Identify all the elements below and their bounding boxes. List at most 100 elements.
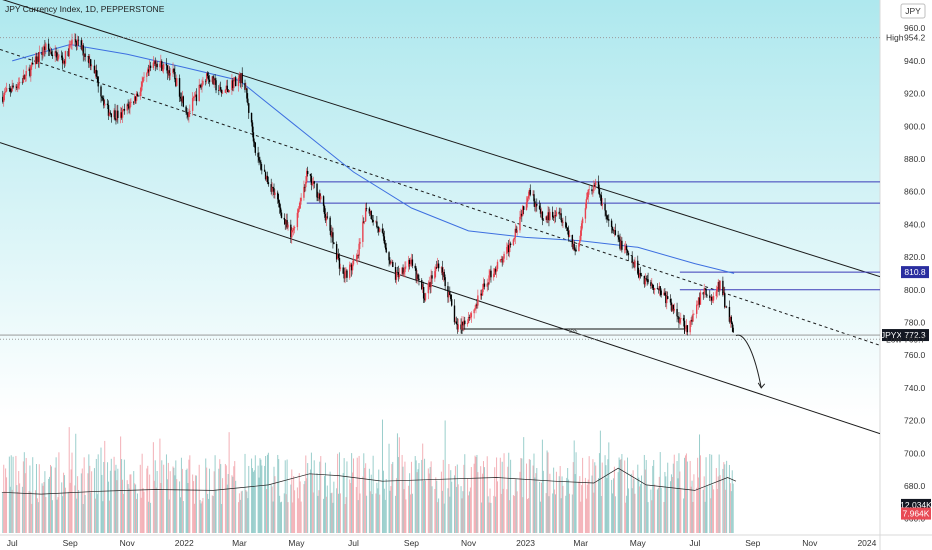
candle-body-251: [330, 230, 332, 237]
candle-body-296: [389, 260, 391, 264]
candle-460: [604, 198, 606, 217]
volume-bar-339: [444, 420, 446, 533]
candle-459: [601, 197, 603, 210]
candle-501: [657, 288, 660, 294]
candle-121: [160, 54, 162, 69]
x-axis[interactable]: Jul Sep Nov 2022 Mar May Jul Sep Nov 2023 Mar May Ju…: [7, 538, 877, 548]
candle-156: [205, 72, 208, 84]
volume-bar-46: [62, 496, 64, 533]
y-tick-label-3: 720.0: [904, 416, 926, 426]
volume-bar-160: [211, 495, 213, 533]
volume-bar-274: [359, 493, 361, 533]
volume-bar-504: [660, 487, 662, 533]
candle-476: [624, 240, 627, 254]
candle-401: [526, 196, 529, 208]
volume-bar-554: [726, 460, 728, 533]
volume-bar-119: [156, 470, 158, 533]
candle-86: [114, 103, 116, 121]
volume-bar-190: [251, 458, 253, 533]
candles-layer[interactable]: [2, 33, 734, 336]
candle-body-436: [572, 243, 574, 248]
volume-bar-482: [632, 470, 634, 533]
candle-body-412: [540, 211, 543, 214]
volume-bar-244: [320, 456, 322, 533]
volume-bar-185: [244, 453, 246, 533]
candle-268: [351, 260, 354, 275]
candle-239: [313, 180, 315, 189]
candle-body-237: [311, 183, 314, 185]
candle-453: [594, 182, 596, 187]
volume-bar-337: [442, 459, 444, 533]
candle-body-172: [226, 85, 228, 90]
volume-bar-253: [332, 502, 334, 533]
candle-344: [450, 294, 453, 307]
candle-227: [298, 202, 300, 212]
candle-body-333: [436, 263, 439, 268]
currency-button[interactable]: JPY: [900, 3, 926, 19]
candle-body-14: [18, 81, 21, 84]
volume-bar-77: [102, 501, 104, 533]
volume-bar-170: [224, 463, 226, 533]
candle-346: [454, 317, 457, 323]
candle-42: [56, 52, 58, 62]
candle-body-68: [90, 59, 92, 67]
candle-body-139: [182, 96, 184, 107]
volume-bar-224: [294, 490, 296, 533]
volume-bar-126: [166, 479, 168, 533]
volume-bar-269: [352, 458, 354, 533]
candle-554: [725, 305, 728, 309]
candle-body-540: [709, 295, 711, 298]
candle-558: [731, 321, 733, 332]
candle-body-1: [3, 94, 5, 102]
candle-516: [677, 316, 679, 320]
candle-438: [574, 247, 576, 256]
volume-bar-223: [293, 476, 295, 533]
candle-296: [389, 257, 391, 265]
candle-body-117: [154, 61, 156, 67]
candle-body-189: [248, 103, 250, 113]
candle-body-431: [566, 227, 568, 228]
candle-267: [350, 262, 353, 277]
volume-bar-204: [267, 452, 269, 533]
candle-body-235: [309, 174, 312, 176]
volume-bar-97: [128, 488, 130, 533]
candle-515: [676, 302, 678, 323]
candle-525: [689, 320, 691, 335]
candle-498: [652, 285, 655, 294]
volume-bar-310: [408, 485, 410, 533]
candle-124: [162, 62, 165, 74]
volume-bar-241: [317, 495, 319, 533]
candle-body-401: [526, 198, 529, 203]
candle-body-37: [49, 51, 52, 53]
candle-256: [336, 253, 339, 260]
volume-bar-521: [684, 457, 686, 533]
candle-body-284: [372, 219, 374, 223]
candle-body-184: [241, 73, 243, 83]
volume-bar-478: [627, 457, 629, 533]
candle-body-367: [481, 288, 484, 296]
candle-body-291: [382, 232, 385, 237]
candle-body-558: [731, 322, 733, 328]
last-price-tag-bg: [901, 329, 929, 342]
volume-bar-356: [468, 495, 470, 533]
candle-251: [330, 224, 332, 243]
candle-160: [211, 75, 213, 84]
candle-49: [64, 50, 67, 67]
y-axis[interactable]: 660.0680.0700.0720.0740.0760.0780.0800.0…: [904, 23, 926, 523]
candle-463: [607, 214, 609, 221]
volume-bar-173: [227, 474, 229, 533]
candle-182: [239, 72, 242, 88]
candle-431: [566, 223, 568, 232]
volume-bar-505: [663, 501, 665, 533]
candle-366: [480, 289, 483, 300]
candle-237: [311, 178, 314, 187]
candle-body-230: [303, 186, 305, 198]
volume-bar-64: [84, 494, 86, 533]
candle-442: [580, 226, 582, 241]
volume-bar-218: [286, 459, 288, 533]
candle-512: [671, 303, 674, 312]
candle-body-307: [403, 272, 405, 274]
candle-44: [58, 54, 60, 59]
volume-bar-154: [202, 497, 204, 533]
